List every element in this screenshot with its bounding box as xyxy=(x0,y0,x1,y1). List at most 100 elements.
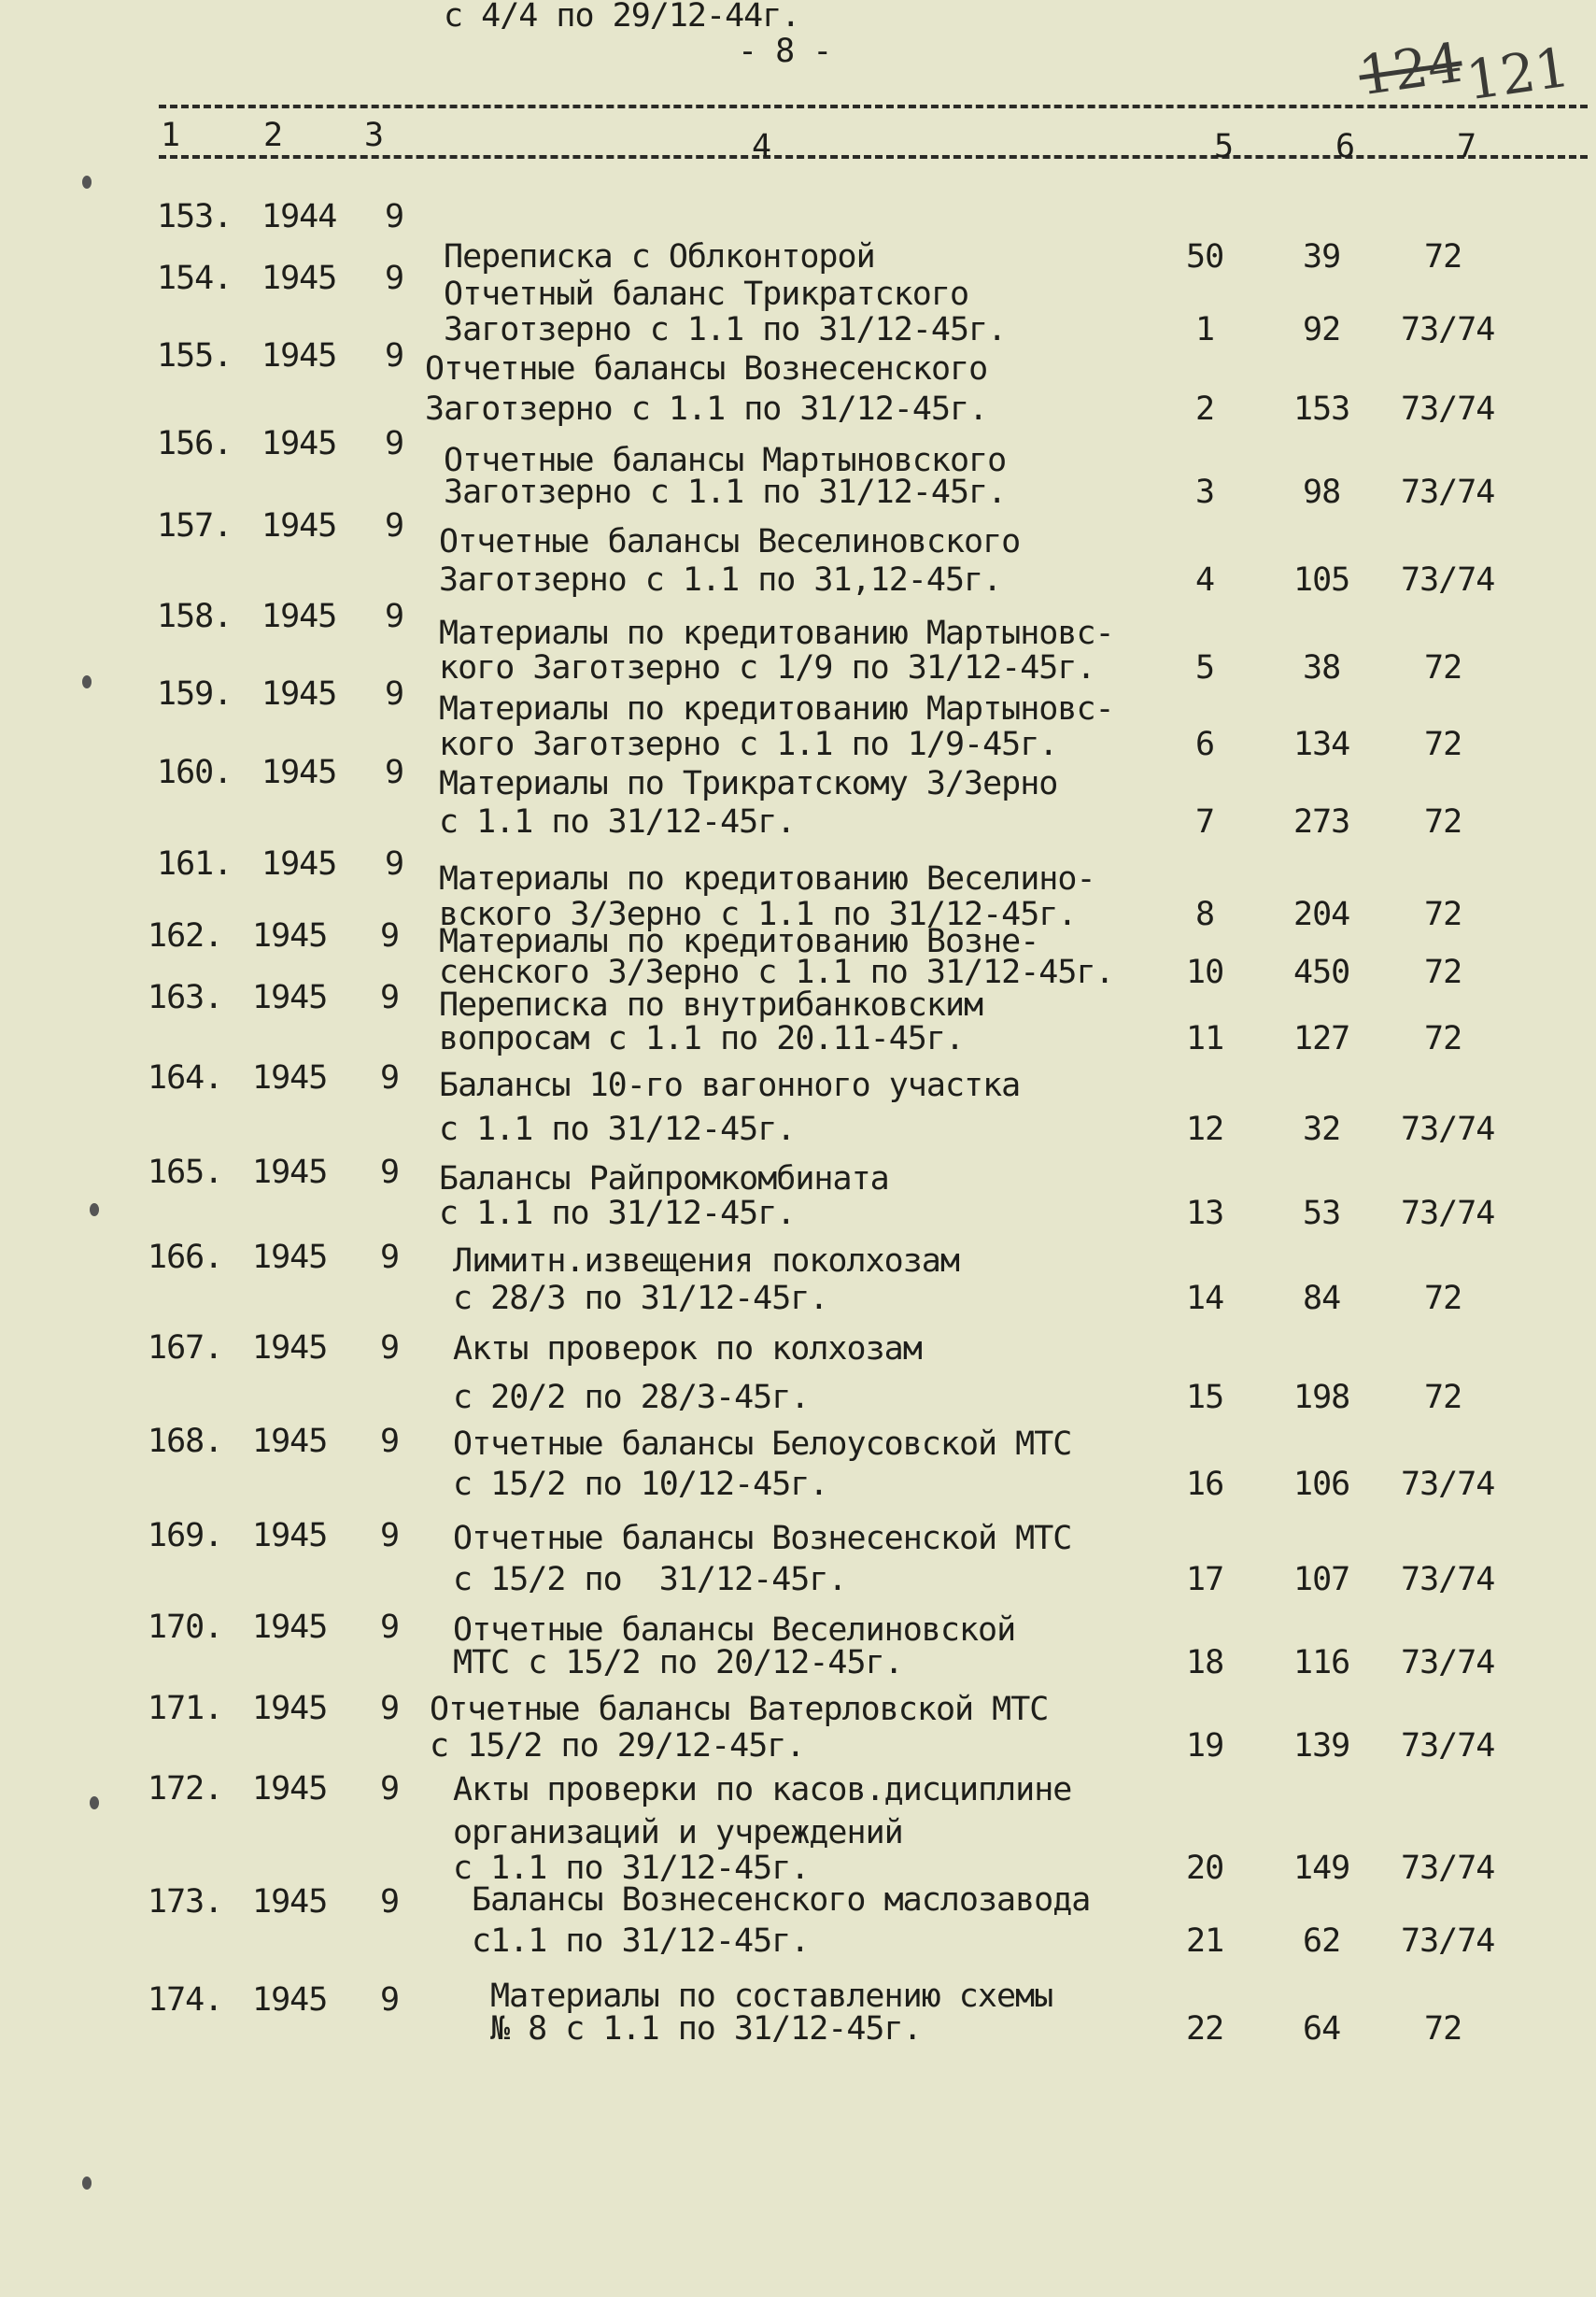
column-header-3: 3 xyxy=(364,117,384,154)
item-number: 173. xyxy=(148,1883,223,1921)
item-column-6: 84 xyxy=(1303,1280,1341,1317)
item-description-line: № 8 с 1.1 по 31/12-45г. xyxy=(490,2010,923,2048)
item-column-6: 106 xyxy=(1293,1466,1350,1503)
item-description-line: Балансы Вознесенского маслозавода xyxy=(472,1881,1091,1919)
item-column-6: 92 xyxy=(1303,311,1341,348)
item-column-6: 98 xyxy=(1303,474,1341,511)
item-column-5: 17 xyxy=(1186,1561,1224,1598)
item-column-3: 9 xyxy=(385,507,404,545)
item-column-5: 5 xyxy=(1195,649,1215,687)
item-column-6: 107 xyxy=(1293,1561,1350,1598)
item-column-5: 8 xyxy=(1195,896,1215,933)
item-description-line: сенского З/Зерно с 1.1 по 31/12-45г. xyxy=(439,954,1115,991)
item-column-7: 73/74 xyxy=(1401,474,1495,511)
item-column-5: 18 xyxy=(1186,1644,1224,1681)
item-description-line: Переписка по внутрибанковским xyxy=(439,986,983,1024)
header-bottom-rule xyxy=(159,155,1588,159)
item-column-7: 73/74 xyxy=(1401,1466,1495,1503)
item-year: 1945 xyxy=(261,425,337,462)
item-number: 174. xyxy=(148,1981,223,2019)
item-column-6: 204 xyxy=(1293,896,1350,933)
item-column-3: 9 xyxy=(380,1770,400,1808)
punch-hole-mark xyxy=(82,675,92,688)
item-description-line: с 15/2 по 10/12-45г. xyxy=(453,1466,828,1503)
item-description-line: вопросам с 1.1 по 20.11-45г. xyxy=(439,1020,965,1057)
item-description-line: Материалы по кредитованию Мартыновс- xyxy=(439,615,1115,652)
item-column-5: 15 xyxy=(1186,1379,1224,1416)
item-number: 172. xyxy=(148,1770,223,1808)
item-column-3: 9 xyxy=(380,1517,400,1554)
item-description-line: Заготзерно с 1.1 по 31/12-45г. xyxy=(444,474,1007,511)
item-description-line: Отчетный баланс Трикратского xyxy=(444,276,969,313)
item-column-6: 450 xyxy=(1293,954,1350,991)
item-number: 164. xyxy=(148,1059,223,1097)
item-column-5: 11 xyxy=(1186,1020,1224,1057)
item-year: 1945 xyxy=(261,337,337,375)
item-description-line: с 15/2 по 29/12-45г. xyxy=(430,1727,805,1765)
item-number: 157. xyxy=(157,507,233,545)
item-description-line: кого Заготзерно с 1/9 по 31/12-45г. xyxy=(439,649,1096,687)
item-description-line: Отчетные балансы Вознесенского xyxy=(425,350,988,388)
item-column-5: 4 xyxy=(1195,561,1215,599)
item-column-7: 73/74 xyxy=(1401,1850,1495,1887)
item-year: 1945 xyxy=(261,260,337,297)
item-column-5: 21 xyxy=(1186,1922,1224,1960)
item-column-7: 72 xyxy=(1424,726,1462,763)
item-column-5: 12 xyxy=(1186,1111,1224,1148)
item-description-line: с 15/2 по 31/12-45г. xyxy=(453,1561,848,1598)
item-description-line: с 20/2 по 28/3-45г. xyxy=(453,1379,810,1416)
item-column-7: 73/74 xyxy=(1401,311,1495,348)
item-column-3: 9 xyxy=(380,1329,400,1367)
punch-hole-mark xyxy=(90,1796,99,1809)
item-column-3: 9 xyxy=(385,198,404,235)
item-column-6: 32 xyxy=(1303,1111,1341,1148)
item-description-line: кого Заготзерно с 1.1 по 1/9-45г. xyxy=(439,726,1058,763)
item-description-line: с 4/4 по 29/12-44г. xyxy=(444,0,800,35)
item-number: 171. xyxy=(148,1690,223,1727)
item-column-7: 72 xyxy=(1424,896,1462,933)
item-column-5: 7 xyxy=(1195,803,1215,841)
item-description-line: организаций и учреждений xyxy=(453,1814,904,1851)
item-column-6: 39 xyxy=(1303,238,1341,276)
item-column-6: 53 xyxy=(1303,1195,1341,1232)
item-number: 163. xyxy=(148,979,223,1016)
item-year: 1945 xyxy=(252,1239,328,1276)
item-year: 1945 xyxy=(252,1690,328,1727)
item-column-6: 64 xyxy=(1303,2010,1341,2048)
item-description-line: Заготзерно с 1.1 по 31/12-45г. xyxy=(425,390,988,428)
item-year: 1945 xyxy=(252,1770,328,1808)
item-number: 166. xyxy=(148,1239,223,1276)
item-column-3: 9 xyxy=(385,337,404,375)
item-column-3: 9 xyxy=(385,260,404,297)
item-description-line: с1.1 по 31/12-45г. xyxy=(472,1922,810,1960)
item-column-3: 9 xyxy=(380,1059,400,1097)
item-year: 1945 xyxy=(261,845,337,883)
item-number: 170. xyxy=(148,1609,223,1646)
item-year: 1945 xyxy=(252,1059,328,1097)
item-year: 1945 xyxy=(261,675,337,713)
item-description-line: с 1.1 по 31/12-45г. xyxy=(439,1111,796,1148)
item-column-7: 72 xyxy=(1424,238,1462,276)
item-column-5: 1 xyxy=(1195,311,1215,348)
item-column-5: 6 xyxy=(1195,726,1215,763)
item-description-line: Отчетные балансы Веселиновской xyxy=(453,1611,1016,1649)
column-header-5: 5 xyxy=(1214,128,1234,165)
item-column-3: 9 xyxy=(380,917,400,955)
item-number: 169. xyxy=(148,1517,223,1554)
item-column-5: 13 xyxy=(1186,1195,1224,1232)
item-column-3: 9 xyxy=(380,1154,400,1191)
item-column-7: 73/74 xyxy=(1401,1644,1495,1681)
item-column-7: 73/74 xyxy=(1401,390,1495,428)
item-year: 1945 xyxy=(252,1981,328,2019)
item-column-3: 9 xyxy=(380,1981,400,2019)
item-column-7: 72 xyxy=(1424,1020,1462,1057)
item-number: 154. xyxy=(157,260,233,297)
item-description-line: Акты проверок по колхозам xyxy=(453,1330,923,1368)
item-column-7: 73/74 xyxy=(1401,1561,1495,1598)
item-number: 160. xyxy=(157,754,233,791)
item-column-5: 10 xyxy=(1186,954,1224,991)
item-column-6: 116 xyxy=(1293,1644,1350,1681)
item-column-7: 72 xyxy=(1424,1379,1462,1416)
item-description-line: Материалы по кредитованию Веселино- xyxy=(439,860,1096,898)
item-year: 1945 xyxy=(252,1154,328,1191)
